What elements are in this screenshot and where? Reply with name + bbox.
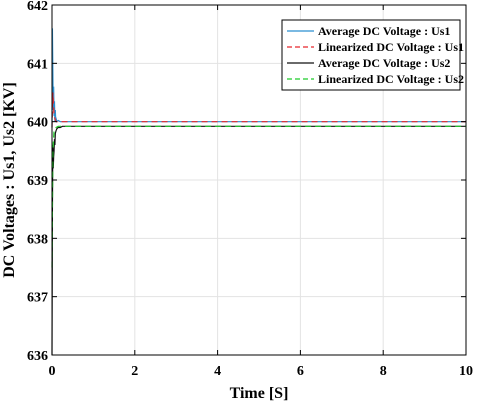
legend-label-4: Linearized DC Voltage : Us2 — [318, 72, 464, 86]
plot-series — [51, 28, 466, 356]
y-tick-label: 642 — [27, 0, 48, 14]
x-tick-label: 4 — [214, 364, 221, 379]
y-tick-label: 640 — [27, 116, 48, 131]
y-tick-label: 638 — [27, 232, 48, 247]
x-tick-label: 0 — [49, 364, 56, 379]
series-line-2 — [51, 92, 466, 128]
legend-box — [281, 19, 461, 91]
legend-label-2: Linearized DC Voltage : Us1 — [318, 40, 464, 54]
x-axis-title: Time [S] — [230, 385, 289, 402]
y-tick-label: 639 — [27, 174, 48, 189]
y-tick-label: 636 — [27, 349, 48, 364]
legend: Average DC Voltage : Us1 Linearized DC Vo… — [281, 19, 464, 91]
y-tick-label: 637 — [27, 291, 48, 306]
y-axis-title: DC Voltages : Us1, Us2 [KV] — [1, 82, 18, 278]
y-tick-label: 641 — [27, 57, 48, 72]
legend-label-1: Average DC Voltage : Us1 — [318, 24, 450, 38]
series-line-4 — [51, 125, 466, 268]
x-tick-label: 2 — [131, 364, 138, 379]
axis-ticks: 0 2 4 6 8 10 636 637 638 639 640 641 642 — [27, 0, 473, 379]
x-tick-label: 8 — [380, 364, 387, 379]
x-tick-label: 6 — [297, 364, 304, 379]
x-tick-label: 10 — [459, 364, 473, 379]
legend-label-3: Average DC Voltage : Us2 — [318, 56, 450, 70]
